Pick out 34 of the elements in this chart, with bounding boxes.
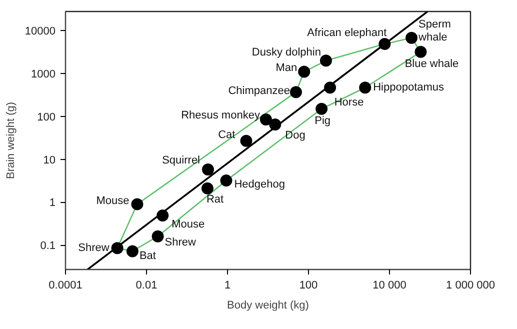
annotation: Horse <box>334 96 364 109</box>
annotation: Rat <box>206 193 224 206</box>
annotation: Mouse <box>172 218 205 231</box>
annotation: Mouse <box>96 195 130 208</box>
x-axis-title: Body weight (kg) <box>227 300 309 312</box>
annotation: Blue whale <box>404 58 459 70</box>
x-tick-label: 0.0001 <box>48 280 82 292</box>
annotation: Cat <box>218 128 236 141</box>
annotation: Dog <box>285 129 306 142</box>
annotation: Bat <box>139 250 156 262</box>
annotation: Sperm whale <box>418 18 451 44</box>
y-tick-label: 10000 <box>24 26 56 38</box>
annotation: Man <box>276 62 298 74</box>
x-tick-label: 1 000 000 <box>446 280 495 292</box>
annotation: Hedgehog <box>234 178 286 191</box>
y-tick-label: 10 <box>43 154 56 166</box>
annotation: Rhesus monkey <box>181 109 260 122</box>
annotation: Hippopotamus <box>373 82 445 94</box>
y-axis-title: Brain weight (g) <box>4 102 17 180</box>
annotation: Chimpanzee <box>228 85 290 98</box>
x-tick-label: 0.01 <box>136 280 158 292</box>
x-tick-label: 100 <box>299 280 318 292</box>
annotation: Shrew <box>78 242 110 254</box>
y-tick-label: 0.1 <box>40 240 56 252</box>
annotation: Shrew <box>164 236 196 248</box>
y-tick-label: 1 <box>49 197 56 210</box>
x-tick-label: 10 000 <box>372 280 406 292</box>
annotation: African elephant <box>307 26 387 39</box>
x-tick-label: 1 <box>224 280 231 292</box>
y-tick-label: 1000 <box>31 68 56 81</box>
annotation: Squirrel <box>162 154 200 166</box>
annotation: Dusky dolphin <box>252 46 321 59</box>
annotation: Pig <box>314 114 331 127</box>
y-tick-label: 100 <box>37 111 56 124</box>
